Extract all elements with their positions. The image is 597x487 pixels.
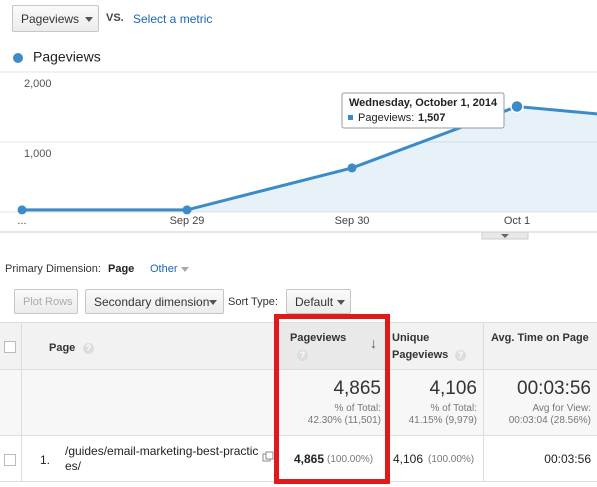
checkbox[interactable]	[4, 341, 16, 353]
help-icon[interactable]: ?	[297, 350, 308, 361]
caret	[181, 267, 189, 272]
totals-cell: 00:03:56 Avg for View: 00:03:04 (28.56%)	[484, 370, 597, 436]
total-note: % of Total:	[334, 403, 381, 414]
tooltip: Wednesday, October 1, 2014 Pageviews: 1,50…	[341, 92, 505, 129]
line-chart: Pageviews 1,000 2,000... Sep 29 Sep 30 Oct 1 W…	[0, 49, 597, 240]
dimension-page[interactable]: Page	[108, 263, 135, 275]
header-page: Page ?	[22, 322, 276, 370]
vs-label: VS.	[106, 12, 124, 24]
totals-cell	[0, 370, 22, 436]
caret	[209, 300, 217, 305]
dimension-other[interactable]: Other	[150, 263, 178, 275]
tooltip-title: Wednesday, October 1, 2014	[349, 97, 498, 109]
x-tick-label: Oct 1	[504, 215, 530, 227]
total-value: 4,106	[429, 378, 477, 399]
sort-type-label: Sort Type:	[228, 296, 278, 308]
handle-caret	[501, 234, 509, 238]
row-unique-cell: 4,106 (100.00%)	[388, 436, 484, 482]
total-value: 00:03:56	[517, 378, 591, 399]
y-tick-label: 2,000	[24, 78, 52, 90]
help-icon[interactable]: ?	[455, 350, 466, 361]
row-value: 4,106	[393, 452, 424, 466]
x-tick-label: Sep 30	[335, 215, 370, 227]
row-percent: (100.00%)	[428, 454, 475, 465]
sort-dropdown[interactable]: Default	[286, 289, 351, 314]
column-header[interactable]: Pageviews	[290, 332, 347, 344]
row-percent: (100.00%)	[327, 454, 374, 465]
total-note: Avg for View:	[532, 403, 591, 414]
secondary-label: Secondary dimension	[94, 295, 210, 309]
select-metric-link[interactable]: Select a metric	[133, 12, 213, 26]
total-detail: 00:03:04 (28.56%)	[508, 415, 591, 426]
row-avg-cell: 00:03:56	[484, 436, 597, 482]
column-header[interactable]: Unique Pageviews	[392, 332, 449, 361]
column-header[interactable]: Page	[49, 342, 76, 354]
checkbox[interactable]	[4, 454, 16, 466]
totals-cell	[22, 370, 276, 436]
help-icon[interactable]: ?	[83, 343, 94, 354]
open-link-icon[interactable]	[262, 451, 274, 463]
tooltip-marker	[348, 115, 353, 120]
area	[22, 106, 597, 212]
metric-dropdown[interactable]: Pageviews	[12, 5, 99, 32]
header-checkbox-cell	[0, 322, 22, 370]
secondary-dimension-dropdown[interactable]: Secondary dimension	[85, 289, 224, 314]
tooltip-label: Pageviews:	[358, 112, 414, 124]
point	[182, 205, 192, 215]
legend-marker	[13, 53, 23, 63]
column-header[interactable]: Avg. Time on Page	[491, 332, 589, 344]
page-link[interactable]: /guides/email-marketing-best-practices/	[65, 444, 259, 473]
header-avg-time: Avg. Time on Page	[484, 322, 597, 370]
caret	[337, 300, 345, 305]
row-index: 1.	[40, 453, 51, 467]
total-detail: 41.15% (9,979)	[408, 415, 477, 426]
totals-cell: 4,865 % of Total: 42.30% (11,501)	[276, 370, 388, 436]
sort-arrow[interactable]: ↓	[370, 335, 377, 351]
y-tick-label: 1,000	[24, 148, 52, 160]
primary-dimension-label: Primary Dimension:	[5, 263, 101, 275]
totals-cell: 4,106 % of Total: 41.15% (9,979)	[388, 370, 484, 436]
point	[17, 205, 27, 215]
legend-label: Pageviews	[33, 49, 101, 65]
row-checkbox-cell	[0, 436, 22, 482]
plot-rows-button[interactable]: Plot Rows	[14, 289, 78, 314]
row-value: 4,865	[294, 452, 325, 466]
sort-value: Default	[295, 295, 334, 309]
header-unique: Unique Pageviews ?	[388, 322, 484, 370]
total-value: 4,865	[333, 378, 381, 399]
header-pageviews: Pageviews ? ↓	[276, 322, 388, 370]
tooltip-box	[341, 92, 505, 129]
total-note: % of Total:	[430, 403, 477, 414]
caret	[85, 17, 93, 22]
tooltip-value: 1,507	[418, 112, 446, 124]
x-tick-label: ...	[17, 215, 26, 227]
row-value: 00:03:56	[544, 452, 591, 466]
metric-label: Pageviews	[21, 12, 80, 26]
point	[510, 99, 524, 114]
highlight-box	[274, 314, 390, 484]
row-page-cell: 1. /guides/email-marketing-best-practice…	[22, 436, 276, 482]
point	[347, 163, 357, 173]
total-detail: 42.30% (11,501)	[307, 415, 381, 426]
x-tick-label: Sep 29	[170, 215, 205, 227]
